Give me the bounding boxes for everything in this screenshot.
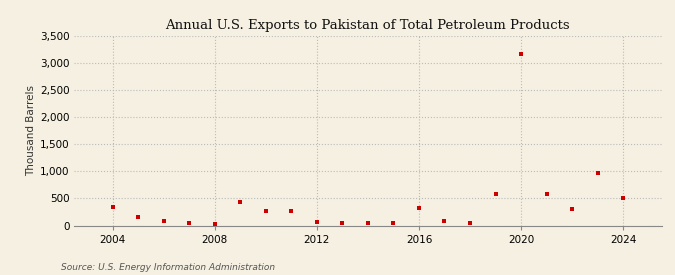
Point [209,222,220,226]
Point [362,221,373,225]
Point [235,200,246,204]
Point [311,220,322,224]
Point [261,209,271,213]
Point [592,171,603,176]
Point [133,214,144,219]
Point [516,51,526,56]
Title: Annual U.S. Exports to Pakistan of Total Petroleum Products: Annual U.S. Exports to Pakistan of Total… [165,19,570,32]
Point [618,196,628,200]
Point [388,221,399,225]
Point [337,221,348,226]
Text: Source: U.S. Energy Information Administration: Source: U.S. Energy Information Administ… [61,263,275,272]
Point [107,204,118,209]
Point [414,205,425,210]
Point [439,219,450,223]
Point [286,209,297,213]
Point [158,219,169,223]
Point [541,192,552,196]
Point [490,191,501,196]
Point [567,207,578,211]
Point [184,221,194,225]
Point [464,221,475,226]
Y-axis label: Thousand Barrels: Thousand Barrels [26,85,36,176]
